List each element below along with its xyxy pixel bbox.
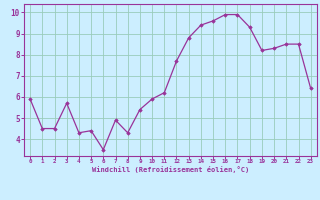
X-axis label: Windchill (Refroidissement éolien,°C): Windchill (Refroidissement éolien,°C) xyxy=(92,166,249,173)
